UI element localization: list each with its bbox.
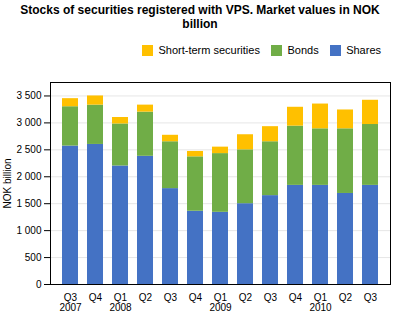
svg-text:1 000: 1 000 xyxy=(16,225,41,236)
svg-text:Q12008: Q12008 xyxy=(109,292,132,313)
svg-text:Q2: Q2 xyxy=(139,292,153,303)
html-text:Shares: Shares xyxy=(346,44,381,57)
svg-text:NOK billion: NOK billion xyxy=(2,159,13,209)
svg-text:Q4: Q4 xyxy=(289,292,303,303)
svg-text:Q2: Q2 xyxy=(239,292,253,303)
svg-text:Q4: Q4 xyxy=(189,292,203,303)
svg-text:1 500: 1 500 xyxy=(16,198,41,209)
svg-text:500: 500 xyxy=(25,252,42,263)
svg-text:0: 0 xyxy=(36,279,42,290)
svg-text:Q4: Q4 xyxy=(89,292,103,303)
html-text:Stocks of securities registere: Stocks of securities registered with VPS… xyxy=(20,3,380,32)
svg-text:3 000: 3 000 xyxy=(16,117,41,128)
html-text:Short-term securities: Short-term securities xyxy=(158,44,260,57)
svg-text:Q3: Q3 xyxy=(264,292,278,303)
svg-text:3 500: 3 500 xyxy=(16,90,41,101)
svg-text:Q32007: Q32007 xyxy=(59,292,82,313)
svg-text:Q3: Q3 xyxy=(164,292,178,303)
svg-text:2 000: 2 000 xyxy=(16,171,41,182)
svg-text:Q12009: Q12009 xyxy=(209,292,232,313)
svg-text:2 500: 2 500 xyxy=(16,144,41,155)
svg-text:Q2: Q2 xyxy=(339,292,353,303)
svg-text:Q12010: Q12010 xyxy=(309,292,332,313)
svg-text:Q3: Q3 xyxy=(364,292,378,303)
html-text:Bonds: Bonds xyxy=(287,44,319,57)
